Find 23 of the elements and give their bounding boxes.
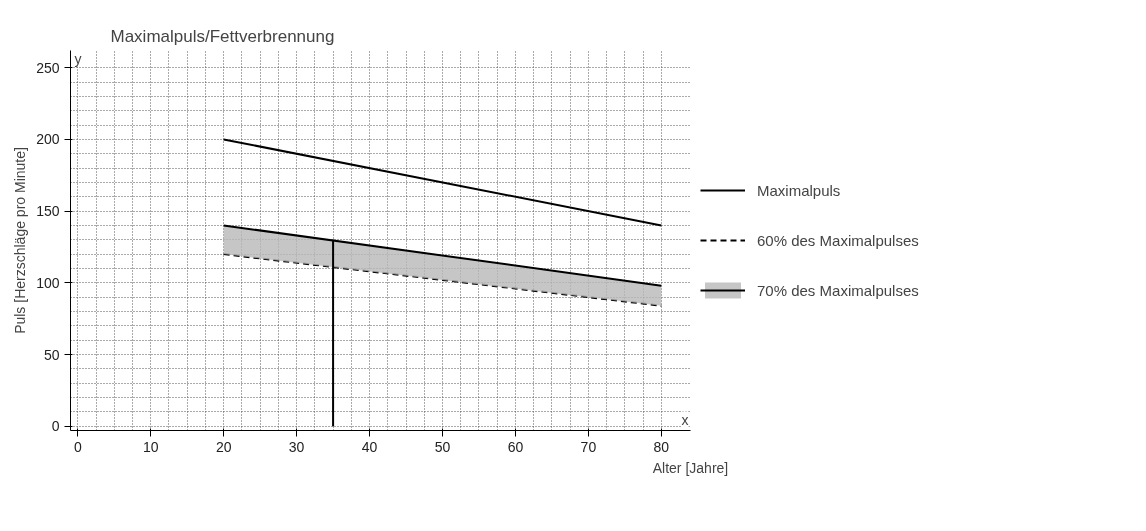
y-tick-label: 150 (36, 203, 60, 220)
x-tick-label: 10 (142, 438, 159, 455)
annotation: x (681, 411, 689, 428)
x-axis-title: Alter [Jahre] (652, 459, 729, 476)
x-tick-label: 60 (507, 438, 524, 455)
x-tick-label: 40 (361, 438, 378, 455)
x-tick-label: 50 (434, 438, 451, 455)
x-tick-label: 0 (73, 438, 82, 455)
legend-label: Maximalpuls (757, 181, 841, 199)
y-tick-label: 200 (36, 131, 60, 148)
x-tick-label: 80 (653, 438, 670, 455)
y-tick-label: 50 (43, 346, 60, 363)
x-tick-label: 70 (580, 438, 597, 455)
x-tick-label: 20 (215, 438, 232, 455)
annotation: y (74, 50, 82, 67)
y-tick-label: 100 (36, 274, 60, 291)
legend-label: 70% des Maximalpulses (757, 281, 919, 299)
x-tick-label: 30 (288, 438, 305, 455)
y-tick-label: 0 (51, 418, 60, 435)
legend-label: 60% des Maximalpulses (757, 231, 919, 249)
chart-title: Maximalpuls/Fettverbrennung (110, 26, 335, 46)
y-axis-title: Puls [Herzschläge pro Minute] (12, 147, 29, 334)
y-tick-label: 250 (36, 59, 60, 76)
